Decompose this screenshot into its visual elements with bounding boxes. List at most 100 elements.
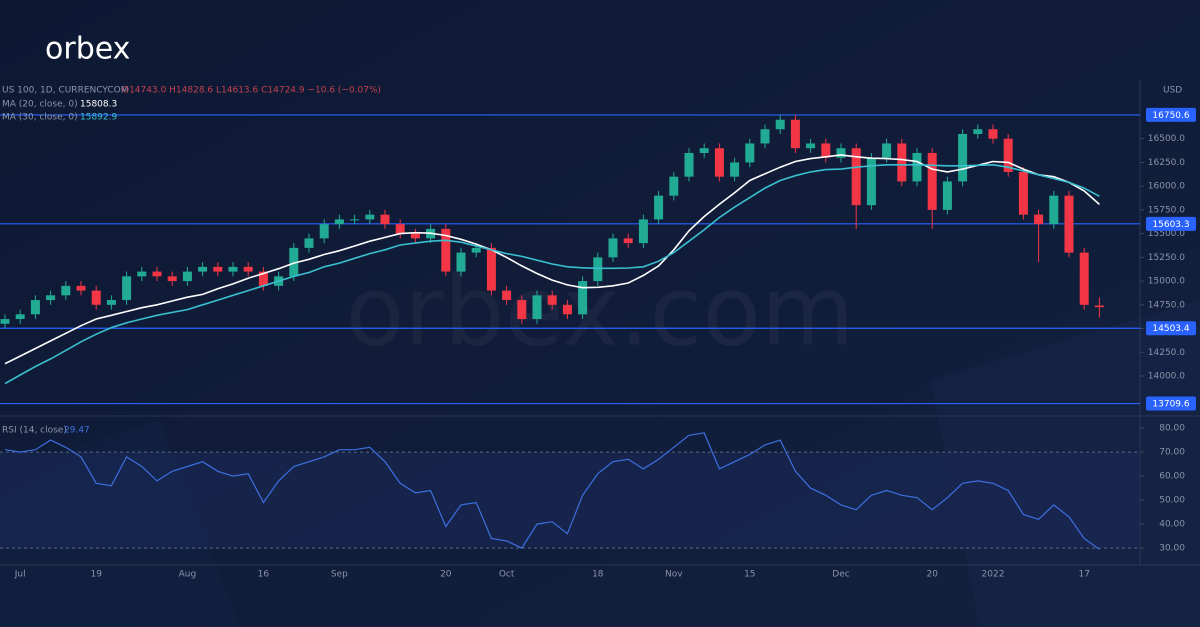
candle-body — [456, 252, 466, 272]
candle-body — [106, 300, 116, 305]
candle-body — [365, 214, 375, 220]
candle-body — [912, 152, 922, 182]
candle-body — [593, 257, 603, 282]
ohlc-text: O14743.0 H14828.6 L14613.6 C14724.9 −10.… — [122, 86, 381, 96]
candle-body — [395, 224, 405, 234]
rsi-value: 29.47 — [64, 426, 90, 436]
moving-average-line — [4, 163, 1100, 385]
candle-body — [1064, 195, 1074, 253]
candle-body — [137, 271, 147, 277]
y-tick-label: 40.00 — [1159, 520, 1185, 530]
candle-body — [714, 148, 724, 177]
candle-body — [882, 143, 892, 158]
candle-body — [897, 143, 907, 182]
candle-body — [973, 129, 983, 134]
x-tick-label: Aug — [179, 570, 197, 580]
candle-body — [684, 152, 694, 177]
candle-body — [182, 271, 192, 282]
rsi-title: RSI (14, close) — [2, 426, 67, 436]
candle-body — [760, 129, 770, 144]
candle-body — [608, 238, 618, 258]
x-tick-label: 20 — [440, 570, 452, 580]
candle-body — [380, 214, 390, 225]
x-tick-label: 18 — [592, 570, 604, 580]
y-tick-label: 14000.0 — [1148, 371, 1185, 381]
legend-label: MA (20, close, 0) — [2, 100, 78, 110]
candle-body — [258, 271, 268, 286]
x-tick-label: Dec — [832, 570, 849, 580]
x-tick-label: Nov — [665, 570, 683, 580]
candle-body — [745, 143, 755, 163]
currency: USD — [1163, 86, 1182, 96]
candle-body — [334, 219, 344, 225]
candle-body — [730, 162, 740, 177]
candle-body — [486, 247, 496, 291]
legend-value: 15808.3 — [80, 100, 117, 110]
level-label: 15603.3 — [1152, 220, 1189, 230]
candle-body — [669, 176, 679, 196]
candle-body — [167, 276, 177, 282]
y-tick-label: 30.00 — [1159, 544, 1185, 554]
y-tick-label: 15250.0 — [1148, 253, 1185, 263]
candle-body — [821, 143, 831, 158]
symbol-title: US 100, 1D, CURRENCYCOM — [2, 86, 129, 96]
candle-body — [851, 148, 861, 206]
candle-body — [988, 129, 998, 139]
x-tick-label: Jul — [14, 570, 26, 580]
candle-body — [699, 148, 709, 153]
level-label-box — [1146, 321, 1196, 336]
candle-body — [866, 157, 876, 206]
candle-body — [562, 304, 572, 315]
candle-body — [76, 285, 86, 291]
candle-body — [15, 314, 25, 320]
level-label-box — [1146, 396, 1196, 411]
candle-body — [927, 152, 937, 210]
y-tick-label: 70.00 — [1159, 448, 1185, 458]
level-label: 16750.6 — [1152, 111, 1189, 121]
candle-body — [213, 266, 223, 272]
candle-body — [790, 119, 800, 149]
candle-body — [942, 181, 952, 210]
x-tick-label: 16 — [258, 570, 270, 580]
legend-label: MA (30, close, 0) — [2, 113, 78, 123]
candle-body — [319, 224, 329, 239]
candle-body — [243, 266, 253, 272]
candle-body — [836, 148, 846, 158]
y-tick-label: 16250.0 — [1148, 158, 1185, 168]
y-tick-label: 15000.0 — [1148, 277, 1185, 287]
x-tick-label: 15 — [744, 570, 755, 580]
y-tick-label: 15500.0 — [1148, 229, 1185, 239]
candle-body — [350, 219, 360, 221]
y-tick-label: 60.00 — [1159, 472, 1185, 482]
x-tick-label: 17 — [1078, 570, 1089, 580]
y-tick-label: 50.00 — [1159, 496, 1185, 506]
rsi-line — [4, 432, 1100, 550]
candle-body — [654, 195, 664, 220]
candle-body — [91, 290, 101, 305]
candle-body — [61, 285, 71, 296]
level-label-box — [1146, 107, 1196, 122]
candle-body — [547, 295, 557, 305]
candle-body — [122, 276, 132, 301]
y-tick-label: 16500.0 — [1148, 134, 1185, 144]
candle-body — [532, 295, 542, 320]
candle-body — [958, 133, 968, 182]
moving-average-line — [4, 154, 1100, 365]
candle-body — [806, 143, 816, 149]
x-tick-label: 19 — [90, 570, 102, 580]
y-tick-label: 16000.0 — [1148, 182, 1185, 192]
candle-body — [502, 290, 512, 301]
y-tick-label: 14250.0 — [1148, 348, 1185, 358]
candle-body — [1079, 252, 1089, 305]
candle-body — [410, 233, 420, 239]
x-tick-label: 20 — [926, 570, 938, 580]
candle-body — [289, 247, 299, 277]
y-tick-label: 15750.0 — [1148, 205, 1185, 215]
x-tick-label: Oct — [499, 570, 515, 580]
candle-body — [46, 295, 56, 301]
candle-body — [441, 228, 451, 272]
candle-body — [1094, 305, 1104, 308]
candle-body — [638, 219, 648, 244]
